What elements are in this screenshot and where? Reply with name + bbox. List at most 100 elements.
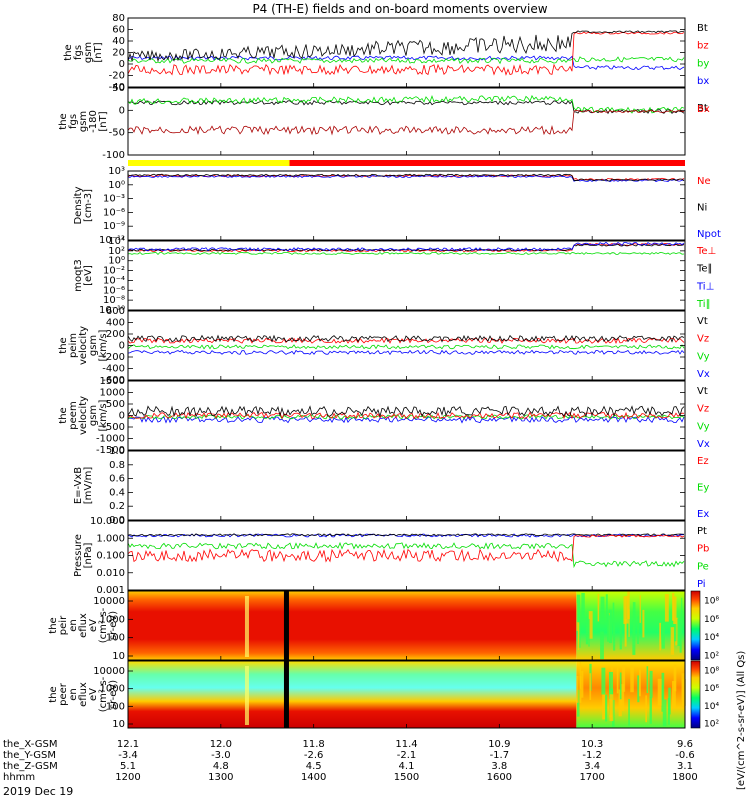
series-bt — [127, 99, 685, 115]
y-axis-label-line: en — [68, 688, 79, 701]
y-axis-label-line: the — [48, 686, 59, 702]
colorbar-tick-label: 10² — [704, 720, 719, 730]
legend-entry: Pt — [697, 526, 707, 537]
x-tick-label: 1700 — [579, 772, 604, 783]
y-axis-label-line: peim — [68, 333, 79, 358]
y-axis-label-line: sr-eV) — [108, 680, 119, 709]
y-tick-label: -600 — [102, 375, 125, 386]
y-tick-label: 10000 — [93, 666, 125, 677]
legend-entry: Ti⊥ — [696, 281, 714, 292]
x-tick-label: 1300 — [208, 772, 233, 783]
legend-entry: Pi — [697, 579, 706, 590]
y-axis-label-line: sr-eV) — [108, 611, 119, 640]
series-group-5 — [127, 334, 685, 356]
y-tick-label: -100 — [102, 150, 125, 161]
y-tick-label: 10.000 — [90, 516, 125, 527]
y-tick-label: 0 — [119, 411, 125, 422]
y-axis-label-line: peem — [68, 401, 79, 429]
y-tick-label: -200 — [102, 352, 125, 363]
colorbar-tick-label: 10² — [704, 652, 719, 662]
y-axis-label-line: velocity — [78, 326, 89, 365]
x-tick-label: -3.0 — [211, 750, 231, 761]
x-tick-label: 1500 — [394, 772, 419, 783]
y-tick-label: 0.2 — [109, 501, 125, 512]
y-axis-label-line: eV — [88, 688, 99, 701]
x-tick-label: 4.1 — [399, 761, 415, 772]
y-tick-label: 10⁻⁸ — [103, 295, 125, 306]
mode-bar-slow — [128, 160, 290, 166]
x-tick-label: 3.4 — [584, 761, 600, 772]
mode-bar-fast — [289, 160, 685, 166]
y-tick-label: 0 — [119, 59, 125, 70]
y-axis-label-line: fgs — [73, 45, 84, 60]
series-group-4 — [127, 241, 685, 255]
y-axis-label-line: [nT] — [93, 42, 104, 62]
y-tick-label: 10000 — [93, 596, 125, 607]
colorbar-tick-label: 10⁶ — [704, 615, 719, 625]
spectrogram-10 — [128, 661, 686, 728]
y-axis-label-line: [cm-3] — [83, 189, 94, 222]
colorbar-tick-label: 10⁸ — [704, 667, 719, 677]
panel-frame — [127, 87, 686, 156]
y-tick-label: 1.000 — [96, 533, 125, 544]
y-tick-label: 0 — [119, 341, 125, 352]
y-axis-label-line: [km/s] — [98, 329, 109, 361]
y-axis-label-line: peir — [58, 615, 69, 635]
x-tick-label: 10.3 — [581, 739, 603, 750]
y-tick-label: 0.8 — [109, 460, 125, 471]
colorbar-tick-label: 10⁴ — [704, 702, 719, 712]
series-by — [127, 56, 685, 65]
y-tick-label: -400 — [102, 364, 125, 375]
y-tick-label: -1500 — [96, 445, 125, 456]
y-tick-label: 10⁴ — [108, 236, 125, 247]
x-axis-row-label: hhmm — [3, 772, 35, 783]
y-tick-label: 10⁰ — [108, 180, 125, 191]
y-axis-label-line: eflux — [78, 613, 89, 638]
y-axis-label-line: eV — [88, 619, 99, 632]
panel-7: 1.0 0.8 0.6 0.4 0.2 0.0 E=-VxB [mV/m] Ez Ey Ex — [73, 446, 709, 526]
colorbar-label: [eV/(cm^2-s-sr-eV)] (All Qs) — [736, 651, 747, 790]
chart-title: P4 (TH-E) fields and on-board moments ov… — [252, 2, 547, 16]
series-group-3 — [127, 173, 685, 183]
legend-entry: Npot — [697, 229, 721, 240]
colorbar-10 — [690, 660, 701, 729]
legend-entry: Vt — [697, 386, 708, 397]
legend-entry: Bt — [697, 103, 708, 114]
panel-8: 10.000 1.000 0.100 0.010 0.001 Pressure [nPa] P… — [73, 516, 709, 596]
legend-entry: Ni — [697, 203, 707, 214]
series-group-2 — [127, 94, 685, 136]
y-tick-label: 1000 — [100, 388, 125, 399]
y-axis-label-line: gsm — [88, 405, 99, 426]
y-axis-label-line: fgs — [68, 114, 79, 129]
y-tick-label: 50 — [112, 83, 125, 94]
y-axis-label-line: [km/s] — [98, 399, 109, 431]
x-tick-label: 12.1 — [117, 739, 139, 750]
colorbar-tick-label: 10⁴ — [704, 633, 719, 643]
legend-entry: Ey — [697, 483, 709, 494]
y-tick-label: 0.4 — [109, 487, 125, 498]
x-tick-label: 11.8 — [303, 739, 325, 750]
panel-frame — [127, 450, 686, 521]
y-axis-label-line: the — [58, 337, 69, 353]
y-tick-label: 60 — [112, 25, 125, 36]
series-vt — [127, 405, 685, 418]
y-axis-label-line: the — [63, 44, 74, 60]
y-tick-label: 0.6 — [109, 474, 125, 485]
y-tick-label: 1000 — [100, 684, 125, 695]
series-vt — [127, 334, 685, 343]
x-tick-label: -0.6 — [675, 750, 695, 761]
y-tick-label: 1500 — [100, 376, 125, 387]
y-tick-label: 100 — [106, 701, 125, 712]
y-tick-label: -20 — [109, 71, 125, 82]
series-group-6 — [127, 405, 685, 424]
y-tick-label: 400 — [106, 318, 125, 329]
x-tick-label: 9.6 — [677, 739, 693, 750]
x-tick-label: 1400 — [301, 772, 326, 783]
panel-9: 10⁸ 10⁶ 10⁴ 10² 10000 1000 100 10 the peir en eflux… — [48, 590, 719, 662]
y-axis-label-line: velocity — [78, 396, 89, 435]
y-tick-label: 200 — [106, 329, 125, 340]
